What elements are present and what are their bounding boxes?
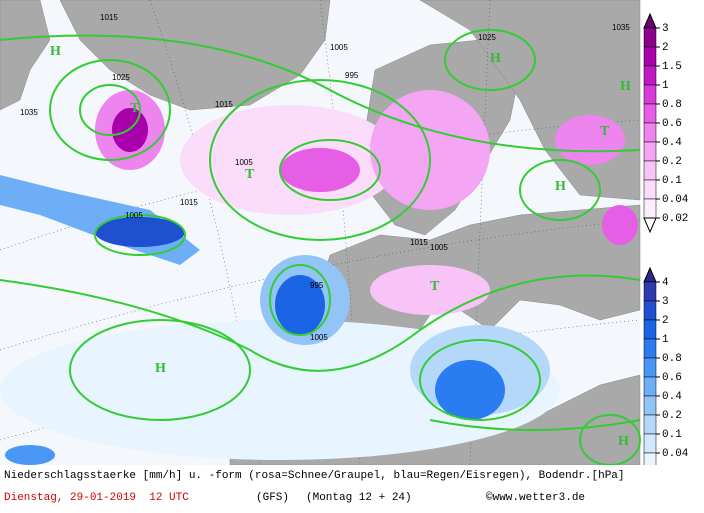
legend-swatch bbox=[643, 433, 657, 454]
map-labels: 1035102510151005995100510151025100599510… bbox=[20, 13, 631, 449]
pressure-label: 1005 bbox=[310, 333, 328, 342]
legend-swatch bbox=[643, 27, 657, 48]
legend-cap-bottom bbox=[643, 217, 657, 234]
pressure-label: 1015 bbox=[100, 13, 118, 22]
pressure-label: 995 bbox=[310, 281, 324, 290]
legend-cap-top bbox=[643, 266, 657, 283]
legend-cap-top bbox=[643, 12, 657, 29]
legend-label: 0.4 bbox=[662, 137, 682, 149]
legend-swatch bbox=[643, 452, 657, 465]
legends: 3 2 1.5 1 0.8 0.6 0.4 0.2 0.1 0.04 0.02 4 3 2 1 0.8 0.6 0… bbox=[643, 12, 689, 465]
legend-label: 4 bbox=[662, 277, 669, 289]
legend-swatch bbox=[643, 65, 657, 86]
legend-label: 0.02 bbox=[662, 213, 688, 225]
legend-swatch bbox=[643, 395, 657, 416]
credit: ©www.wetter3.de bbox=[486, 492, 586, 504]
pressure-label: 1025 bbox=[478, 33, 496, 42]
pressure-label: 1005 bbox=[330, 43, 348, 52]
pressure-center: T bbox=[430, 279, 440, 294]
pressure-label: 1005 bbox=[430, 243, 448, 252]
legend-label: 0.8 bbox=[662, 353, 682, 365]
isobars bbox=[0, 29, 641, 465]
pressure-label: 1015 bbox=[180, 198, 198, 207]
legend-label: 0.04 bbox=[662, 448, 689, 460]
pressure-label: 1005 bbox=[235, 158, 253, 167]
pressure-center: T bbox=[245, 167, 255, 182]
legend-label: 0.2 bbox=[662, 410, 682, 422]
pressure-label: 1015 bbox=[215, 100, 233, 109]
legend-swatch bbox=[643, 414, 657, 435]
pressure-center: H bbox=[50, 44, 61, 59]
pressure-label: 1035 bbox=[20, 108, 38, 117]
date: Dienstag, 29-01-2019 12 UTC bbox=[4, 492, 189, 504]
legend-swatch bbox=[643, 319, 657, 340]
model: (GFS) bbox=[256, 492, 290, 504]
legend-swatch bbox=[643, 84, 657, 105]
legend-swatch bbox=[643, 46, 657, 67]
legend-label: 1 bbox=[662, 334, 669, 346]
pressure-center: T bbox=[600, 124, 610, 139]
legend-swatch bbox=[643, 281, 657, 302]
legend-label: 2 bbox=[662, 315, 669, 327]
pressure-center: H bbox=[555, 179, 566, 194]
pressure-center: T bbox=[130, 101, 140, 116]
legend-swatch bbox=[643, 376, 657, 397]
legend-swatch bbox=[643, 198, 657, 219]
legend-label: 2 bbox=[662, 42, 669, 54]
legend-label: 0.1 bbox=[662, 175, 682, 187]
legend-swatch bbox=[643, 357, 657, 378]
legend-swatch bbox=[643, 122, 657, 143]
pressure-center: H bbox=[620, 79, 631, 94]
legend-label: 0.8 bbox=[662, 99, 682, 111]
weather-map: 1035102510151005995100510151025100599510… bbox=[0, 0, 689, 465]
pressure-label: 1005 bbox=[125, 211, 143, 220]
legend-label: 0.2 bbox=[662, 156, 682, 168]
legend-swatch bbox=[643, 103, 657, 124]
run: (Montag 12 + 24) bbox=[306, 492, 412, 504]
legend-label: 0.04 bbox=[662, 194, 689, 206]
legend-label: 1 bbox=[662, 80, 669, 92]
pressure-center: H bbox=[490, 51, 501, 66]
legend-swatch bbox=[643, 141, 657, 162]
pressure-label: 1015 bbox=[410, 238, 428, 247]
rain-precip bbox=[0, 175, 560, 465]
description: Niederschlagsstaerke [mm/h] u. -form (ro… bbox=[4, 470, 625, 482]
pressure-label: 1025 bbox=[112, 73, 130, 82]
legend-swatch bbox=[643, 300, 657, 321]
legend-swatch bbox=[643, 179, 657, 200]
legend-label: 0.6 bbox=[662, 118, 682, 130]
legend-label: 0.6 bbox=[662, 372, 682, 384]
pressure-label: 1035 bbox=[612, 23, 630, 32]
legend-label: 1.5 bbox=[662, 61, 682, 73]
legend-label: 0.1 bbox=[662, 429, 682, 441]
color-legend: 3 2 1.5 1 0.8 0.6 0.4 0.2 0.1 0.04 0.02 bbox=[643, 12, 689, 234]
legend-swatch bbox=[643, 160, 657, 181]
legend-label: 0.4 bbox=[662, 391, 682, 403]
pressure-center: H bbox=[155, 361, 166, 376]
legend-label: 3 bbox=[662, 23, 669, 35]
legend-label: 3 bbox=[662, 296, 669, 308]
legend-swatch bbox=[643, 338, 657, 359]
pressure-label: 995 bbox=[345, 71, 359, 80]
pressure-center: H bbox=[618, 434, 629, 449]
